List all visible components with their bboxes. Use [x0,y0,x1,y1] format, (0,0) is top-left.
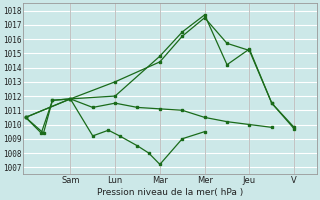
X-axis label: Pression niveau de la mer( hPa ): Pression niveau de la mer( hPa ) [97,188,243,197]
